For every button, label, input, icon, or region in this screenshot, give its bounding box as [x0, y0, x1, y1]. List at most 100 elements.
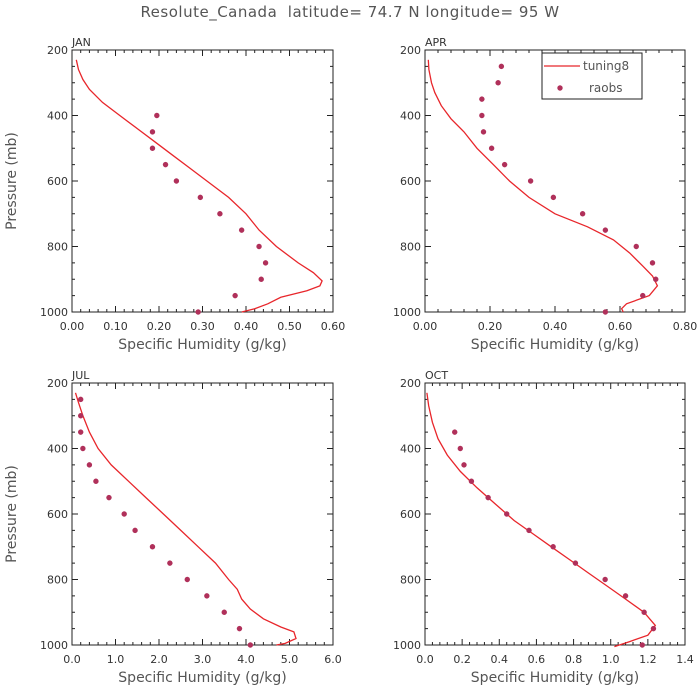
x-tick-label: 0.0	[63, 653, 81, 666]
data-point-raobs	[602, 576, 608, 583]
data-point-raobs	[653, 276, 659, 282]
figure-title: Resolute_Canada latitude= 74.7 N longitu…	[140, 3, 560, 21]
x-tick-label: 0.4	[491, 653, 509, 666]
y-tick-label: 1000	[40, 306, 68, 319]
legend: tuning8 raobs	[541, 52, 643, 100]
data-point-raobs	[78, 429, 84, 435]
y-tick-label: 400	[47, 443, 68, 456]
data-point-raobs	[504, 511, 510, 517]
plot-frame	[71, 382, 334, 646]
data-point-raobs	[173, 178, 180, 184]
x-tick-label: 0.00	[413, 320, 438, 333]
y-tick-label: 800	[400, 241, 421, 254]
data-point-raobs	[86, 462, 93, 468]
data-point-raobs	[639, 642, 645, 648]
y-tick-label: 1000	[40, 639, 68, 652]
plot-frame	[424, 382, 686, 646]
data-point-raobs	[238, 227, 245, 233]
data-point-raobs	[526, 527, 532, 534]
x-tick-label: 1.0	[107, 653, 125, 666]
x-tick-label: 0.00	[60, 320, 85, 333]
data-point-raobs	[572, 560, 579, 566]
x-axis-label: Specific Humidity (g/kg)	[471, 670, 639, 686]
data-point-raobs	[480, 129, 487, 135]
data-point-raobs	[154, 112, 160, 119]
data-point-raobs	[479, 96, 485, 102]
x-tick-label: 6.0	[324, 653, 342, 666]
y-tick-label: 600	[47, 175, 68, 188]
data-point-raobs	[258, 276, 264, 282]
data-point-raobs	[78, 396, 84, 403]
data-point-raobs	[498, 63, 505, 70]
data-point-raobs	[649, 260, 656, 266]
series-line-tuning8	[426, 392, 657, 648]
x-tick-label: 0.30	[190, 320, 215, 333]
x-tick-label: 0.20	[478, 320, 503, 333]
y-tick-label: 200	[47, 377, 68, 390]
x-tick-label: 0.40	[543, 320, 568, 333]
y-tick-label: 600	[400, 508, 421, 521]
data-point-raobs	[149, 145, 156, 151]
data-point-raobs	[527, 178, 534, 184]
plot-frame	[71, 49, 334, 313]
y-tick-label: 800	[47, 574, 68, 587]
data-point-raobs	[132, 527, 138, 534]
x-tick-label: 1.0	[602, 653, 620, 666]
x-tick-label: 5.0	[281, 653, 299, 666]
x-axis-label: Specific Humidity (g/kg)	[471, 337, 639, 353]
x-tick-label: 1.4	[676, 653, 694, 666]
x-tick-label: 0.60	[608, 320, 633, 333]
y-tick-label: 200	[47, 44, 68, 57]
data-point-raobs	[485, 494, 491, 501]
panel-label: JAN	[71, 36, 91, 49]
x-tick-label: 0.80	[673, 320, 698, 333]
series-line-tuning8	[74, 392, 297, 646]
data-point-raobs	[633, 243, 639, 250]
y-tick-label: 400	[400, 110, 421, 123]
x-tick-label: 0.60	[321, 320, 346, 333]
panel-jan: 0.00 0.10 0.20 0.30 0.40 0.50 0.60 200 400 600 800…	[4, 36, 345, 353]
data-point-raobs	[167, 560, 173, 566]
data-point-raobs	[106, 494, 112, 501]
data-point-raobs	[479, 112, 485, 119]
x-tick-label: 0.10	[103, 320, 128, 333]
data-point-raobs	[468, 478, 475, 484]
panel-label: OCT	[425, 369, 448, 382]
data-point-raobs	[162, 161, 169, 168]
y-tick-label: 400	[400, 443, 421, 456]
x-axis-label: Specific Humidity (g/kg)	[118, 670, 286, 686]
legend-box	[541, 52, 643, 100]
x-tick-label: 1.2	[639, 653, 657, 666]
panel-label: JUL	[71, 369, 90, 382]
x-tick-label: 0.20	[147, 320, 172, 333]
data-point-raobs	[80, 445, 86, 452]
data-point-raobs	[641, 609, 647, 615]
y-tick-label: 1000	[393, 639, 421, 652]
x-tick-label: 0.2	[453, 653, 471, 666]
x-axis-label: Specific Humidity (g/kg)	[118, 337, 286, 353]
data-point-raobs	[217, 211, 223, 217]
data-point-raobs	[184, 576, 190, 583]
data-point-raobs	[236, 625, 243, 632]
data-point-raobs	[550, 544, 556, 550]
data-point-raobs	[550, 194, 557, 201]
x-tick-label: 2.0	[150, 653, 168, 666]
legend-dot-swatch	[557, 85, 563, 91]
series-line-tuning8	[427, 59, 659, 313]
data-point-raobs	[121, 511, 127, 517]
data-point-raobs	[221, 609, 227, 615]
data-point-raobs	[93, 478, 99, 484]
data-point-raobs	[488, 145, 495, 151]
y-tick-label: 200	[400, 377, 421, 390]
data-point-raobs	[149, 544, 156, 550]
y-tick-label: 600	[400, 175, 421, 188]
data-point-raobs	[204, 593, 210, 599]
y-tick-label: 400	[47, 110, 68, 123]
y-tick-label: 600	[47, 508, 68, 521]
x-tick-label: 0.8	[565, 653, 583, 666]
data-point-raobs	[78, 413, 84, 419]
series-line-tuning8	[75, 59, 323, 313]
data-point-raobs	[256, 243, 262, 250]
data-point-raobs	[501, 161, 508, 168]
